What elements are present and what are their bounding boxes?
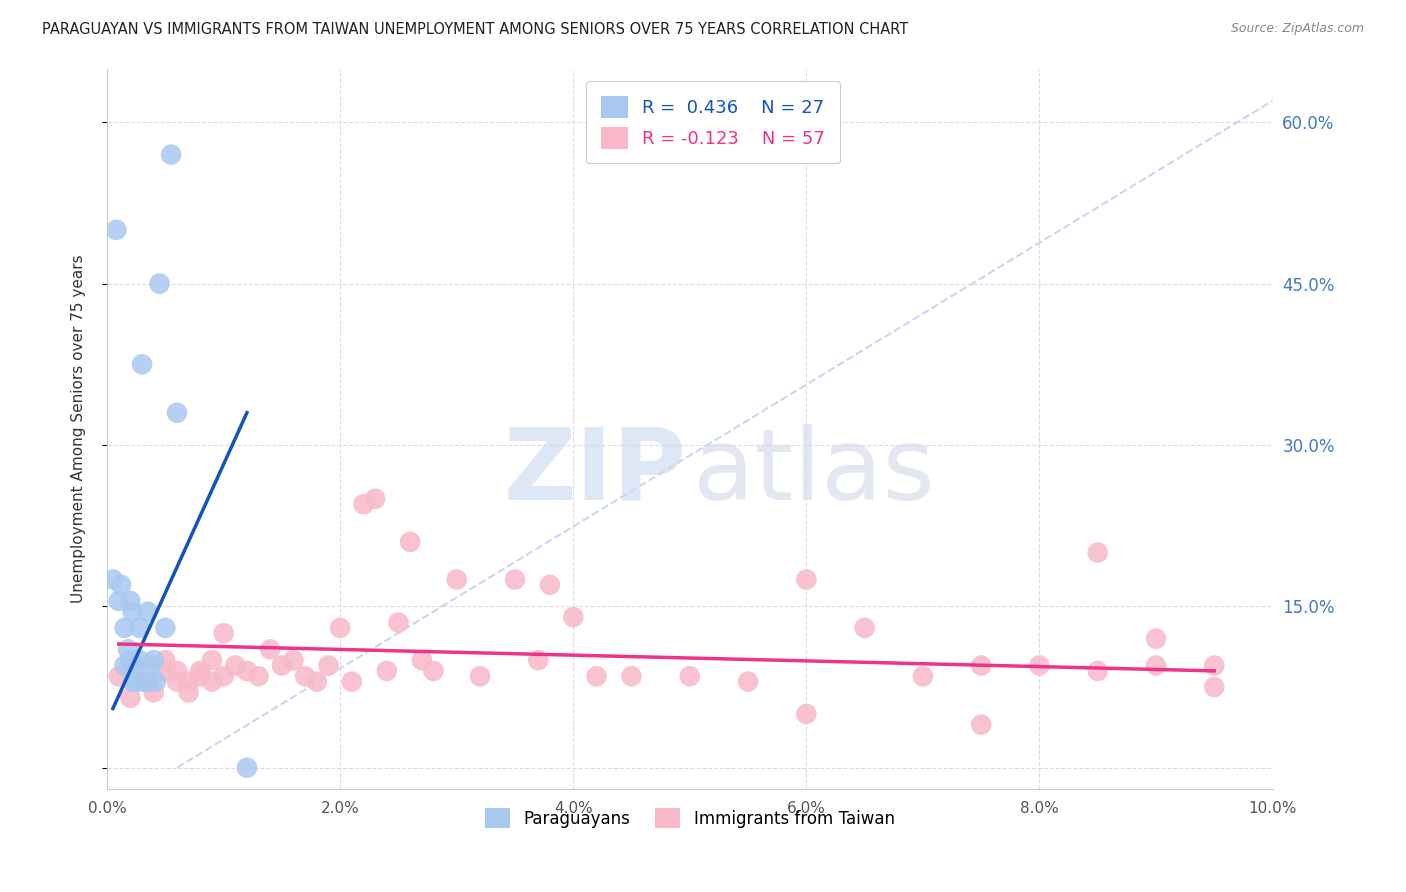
Point [107,594,129,608]
Point [131,357,153,371]
Point [128,621,150,635]
Point [1144,632,1167,646]
Point [136,605,159,619]
Y-axis label: Unemployment Among Seniors over 75 years: Unemployment Among Seniors over 75 years [72,254,86,603]
Point [796,706,818,721]
Point [134,674,156,689]
Point [201,674,224,689]
Point [318,658,340,673]
Point [305,674,328,689]
Point [364,491,387,506]
Point [294,669,316,683]
Point [1144,658,1167,673]
Point [970,658,993,673]
Point [387,615,409,630]
Point [142,685,165,699]
Point [212,669,235,683]
Point [247,669,270,683]
Point [155,664,177,678]
Point [1204,658,1226,673]
Point [422,664,444,678]
Point [177,674,200,689]
Point [201,653,224,667]
Point [1087,545,1109,559]
Point [166,406,188,420]
Point [538,578,561,592]
Point [283,653,305,667]
Point [1204,680,1226,694]
Point [145,674,167,689]
Point [270,658,292,673]
Text: Source: ZipAtlas.com: Source: ZipAtlas.com [1230,22,1364,36]
Point [562,610,585,624]
Point [105,223,128,237]
Point [148,277,170,291]
Point [110,578,132,592]
Point [155,653,177,667]
Point [101,573,124,587]
Point [125,674,148,689]
Point [120,594,142,608]
Point [468,669,491,683]
Point [142,653,165,667]
Point [411,653,433,667]
Point [125,658,148,673]
Point [353,497,375,511]
Point [911,669,934,683]
Point [236,761,259,775]
Point [160,147,183,161]
Point [329,621,352,635]
Point [585,669,607,683]
Point [679,669,702,683]
Point [1087,664,1109,678]
Point [527,653,550,667]
Legend: Paraguayans, Immigrants from Taiwan: Paraguayans, Immigrants from Taiwan [478,801,901,835]
Point [853,621,876,635]
Point [446,573,468,587]
Point [120,690,142,705]
Point [117,642,139,657]
Point [259,642,281,657]
Text: atlas: atlas [693,424,935,521]
Point [970,717,993,731]
Point [121,605,143,619]
Point [114,621,136,635]
Point [737,674,759,689]
Point [375,664,398,678]
Point [236,664,259,678]
Point [166,674,188,689]
Point [1028,658,1050,673]
Point [121,674,143,689]
Point [620,669,643,683]
Point [224,658,246,673]
Point [212,626,235,640]
Point [136,674,159,689]
Text: ZIP: ZIP [503,424,686,521]
Point [166,664,188,678]
Point [177,685,200,699]
Point [141,658,163,673]
Point [131,674,153,689]
Point [107,669,129,683]
Point [796,573,818,587]
Point [340,674,363,689]
Text: PARAGUAYAN VS IMMIGRANTS FROM TAIWAN UNEMPLOYMENT AMONG SENIORS OVER 75 YEARS CO: PARAGUAYAN VS IMMIGRANTS FROM TAIWAN UNE… [42,22,908,37]
Point [128,653,150,667]
Point [114,658,136,673]
Point [399,534,422,549]
Point [503,573,526,587]
Point [188,669,211,683]
Point [155,621,177,635]
Point [188,664,211,678]
Point [120,653,142,667]
